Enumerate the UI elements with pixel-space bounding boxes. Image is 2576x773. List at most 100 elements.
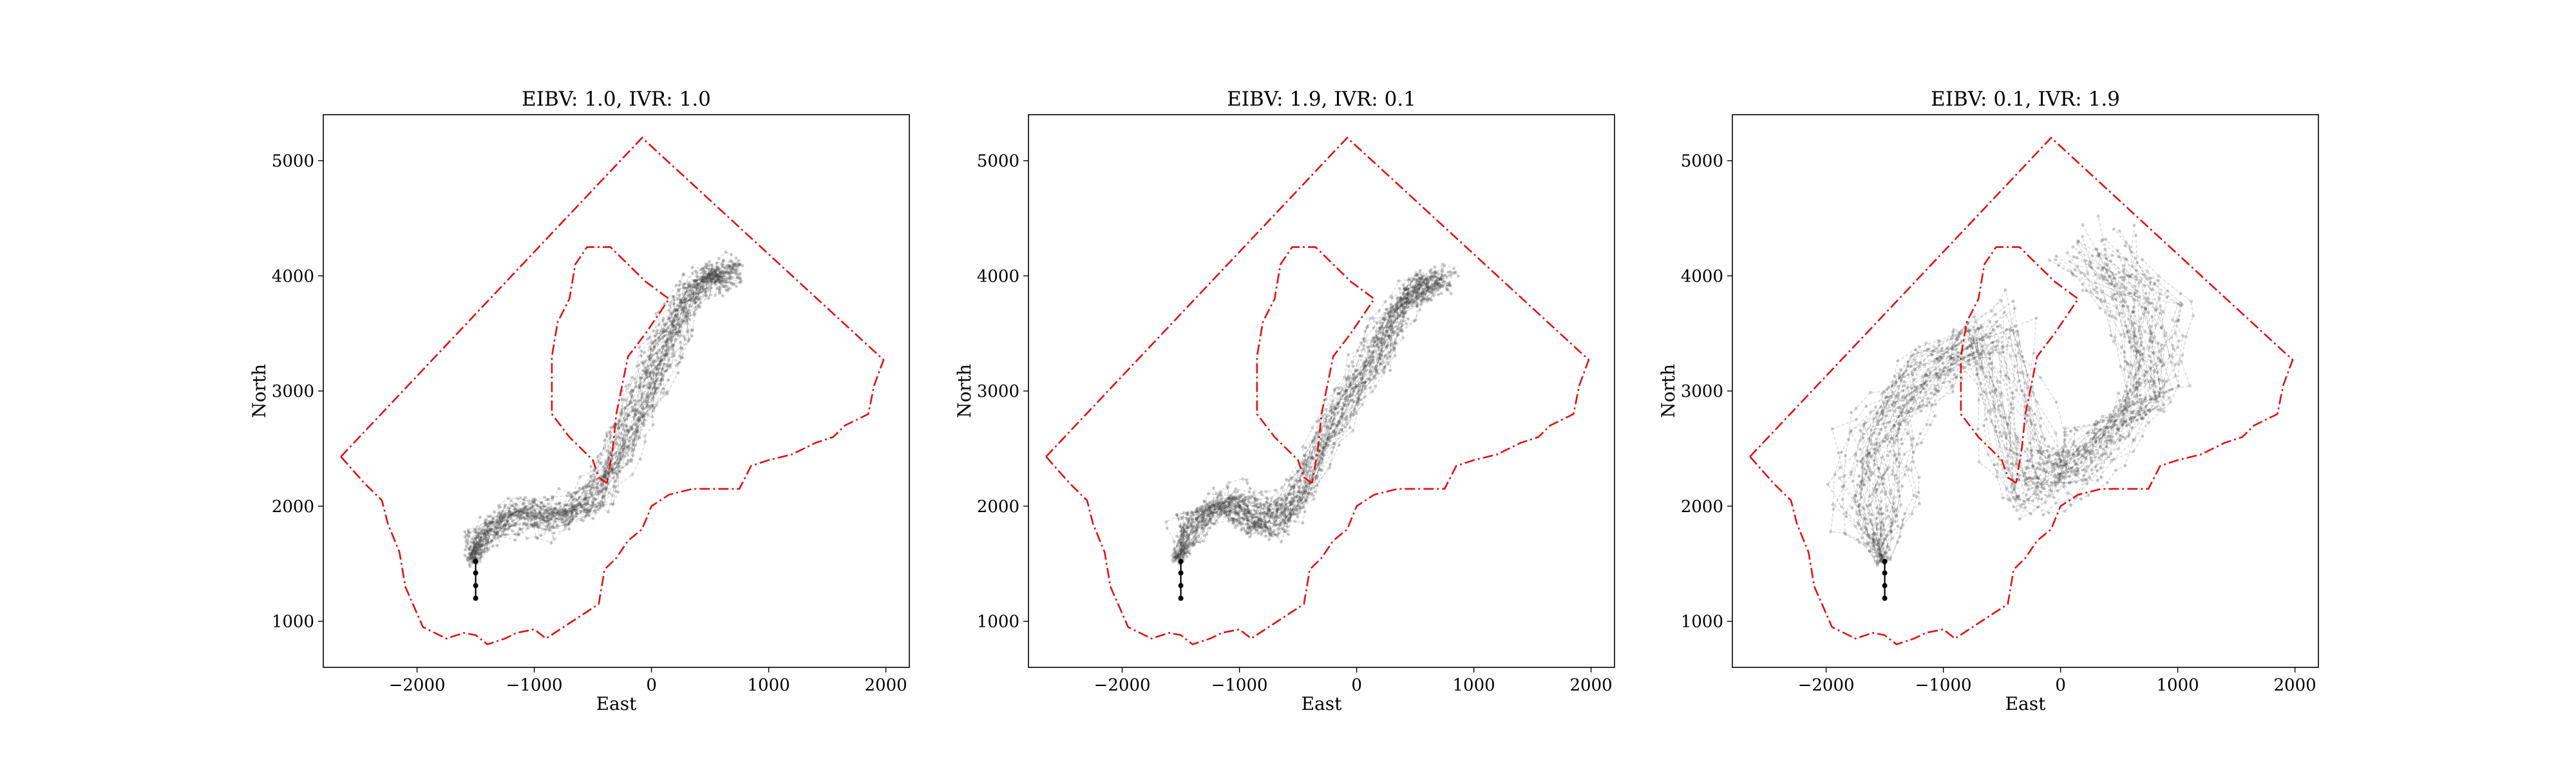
trajectory-point [591, 493, 594, 498]
trajectory-point [2092, 436, 2096, 441]
trajectory-point [585, 502, 589, 506]
trajectory-point [665, 363, 669, 367]
trajectory-point [692, 298, 696, 302]
trajectory-point [570, 507, 574, 511]
trajectory-point [1233, 507, 1237, 511]
trajectory-point [1430, 288, 1434, 292]
trajectory-point [1998, 457, 2002, 462]
trajectory-point [564, 503, 568, 507]
trajectory-point [1182, 549, 1186, 553]
trajectory-point [707, 272, 711, 276]
trajectory-point [1420, 274, 1424, 278]
trajectory-point [1165, 526, 1169, 530]
trajectory-point [1238, 495, 1242, 500]
trajectory-point [704, 262, 708, 266]
trajectory-point [2117, 229, 2121, 233]
trajectory-point [476, 551, 480, 555]
trajectory-point [671, 329, 676, 332]
trajectory-point [656, 329, 659, 332]
trajectory-point [2125, 257, 2128, 261]
trajectory-point [1186, 510, 1189, 514]
trajectory-point [536, 526, 540, 530]
trajectory-point [2131, 437, 2136, 441]
trajectory-point [716, 275, 720, 279]
trajectory-point [658, 383, 663, 386]
trajectory-point [1849, 473, 1853, 477]
trajectory-point [498, 505, 502, 510]
trajectory-point [2133, 284, 2137, 289]
trajectory-point [690, 296, 694, 300]
trajectory-point [1856, 520, 1860, 525]
trajectory-point [565, 503, 569, 507]
trajectory-point [659, 373, 663, 377]
trajectory-point [474, 528, 478, 531]
trajectory-point [723, 285, 727, 289]
trajectory-point [1311, 426, 1314, 430]
trajectory-point [650, 341, 655, 345]
trajectory-point [619, 453, 623, 457]
trajectory-point [650, 404, 654, 408]
trajectory-point [1348, 426, 1352, 430]
trajectory-point [710, 267, 714, 272]
trajectory-point [534, 535, 538, 540]
trajectory-point [713, 281, 717, 285]
trajectory-point [1441, 280, 1445, 283]
trajectory-point [1214, 510, 1218, 515]
trajectory-point [1897, 461, 1901, 465]
trajectory-point [2174, 363, 2177, 367]
trajectory-point [733, 268, 737, 272]
trajectory-point [716, 265, 721, 269]
trajectory-point [577, 497, 581, 501]
trajectory-point [572, 506, 576, 510]
trajectory-point [2012, 330, 2016, 334]
trajectory-point [564, 508, 568, 513]
trajectory-point [683, 338, 687, 341]
trajectory-point [523, 517, 527, 521]
trajectory-point [507, 510, 511, 513]
trajectory-point [708, 276, 712, 280]
trajectory-point [488, 528, 493, 532]
trajectory-point [495, 532, 498, 537]
trajectory-point [498, 519, 502, 522]
trajectory-point [551, 512, 554, 517]
trajectory-point [621, 450, 625, 454]
trajectory-point [650, 340, 654, 345]
trajectory-point [1332, 423, 1336, 426]
trajectory-point [625, 428, 629, 432]
trajectory-point [656, 363, 661, 367]
trajectory-point [479, 548, 483, 551]
trajectory-point [690, 329, 694, 332]
trajectory-point [2132, 450, 2136, 453]
trajectory-point [1898, 535, 1902, 539]
trajectory-point [532, 500, 536, 504]
trajectory-point [1365, 363, 1369, 367]
trajectory-point [547, 511, 551, 515]
trajectory-point [630, 426, 634, 430]
trajectory-point [699, 287, 703, 291]
y-tick-label: 3000 [977, 382, 1019, 401]
trajectory-point [1289, 485, 1293, 489]
trajectory-point [468, 548, 471, 551]
trajectory-point [503, 533, 507, 537]
trajectory-point [2153, 282, 2157, 285]
trajectory-point [1204, 508, 1208, 512]
trajectory-point [573, 497, 577, 501]
trajectory-point [1344, 398, 1348, 403]
trajectory-point [1238, 504, 1242, 508]
trajectory-point [478, 539, 482, 543]
trajectory-point [1849, 410, 1853, 414]
trajectory-point [1381, 330, 1385, 335]
trajectory-point [598, 461, 601, 464]
trajectory-point [480, 543, 484, 547]
trajectory-point [1859, 439, 1862, 443]
trajectory-point [1230, 518, 1234, 522]
x-tick-label: −2000 [389, 676, 446, 695]
trajectory-point [2033, 470, 2038, 475]
trajectory-point [1317, 458, 1321, 462]
trajectory-point [2133, 394, 2137, 397]
trajectory-point [471, 551, 475, 555]
trajectory-point [672, 309, 676, 313]
trajectory-point [2050, 470, 2054, 473]
trajectory-point [649, 356, 653, 359]
trajectory-point [1240, 508, 1244, 511]
